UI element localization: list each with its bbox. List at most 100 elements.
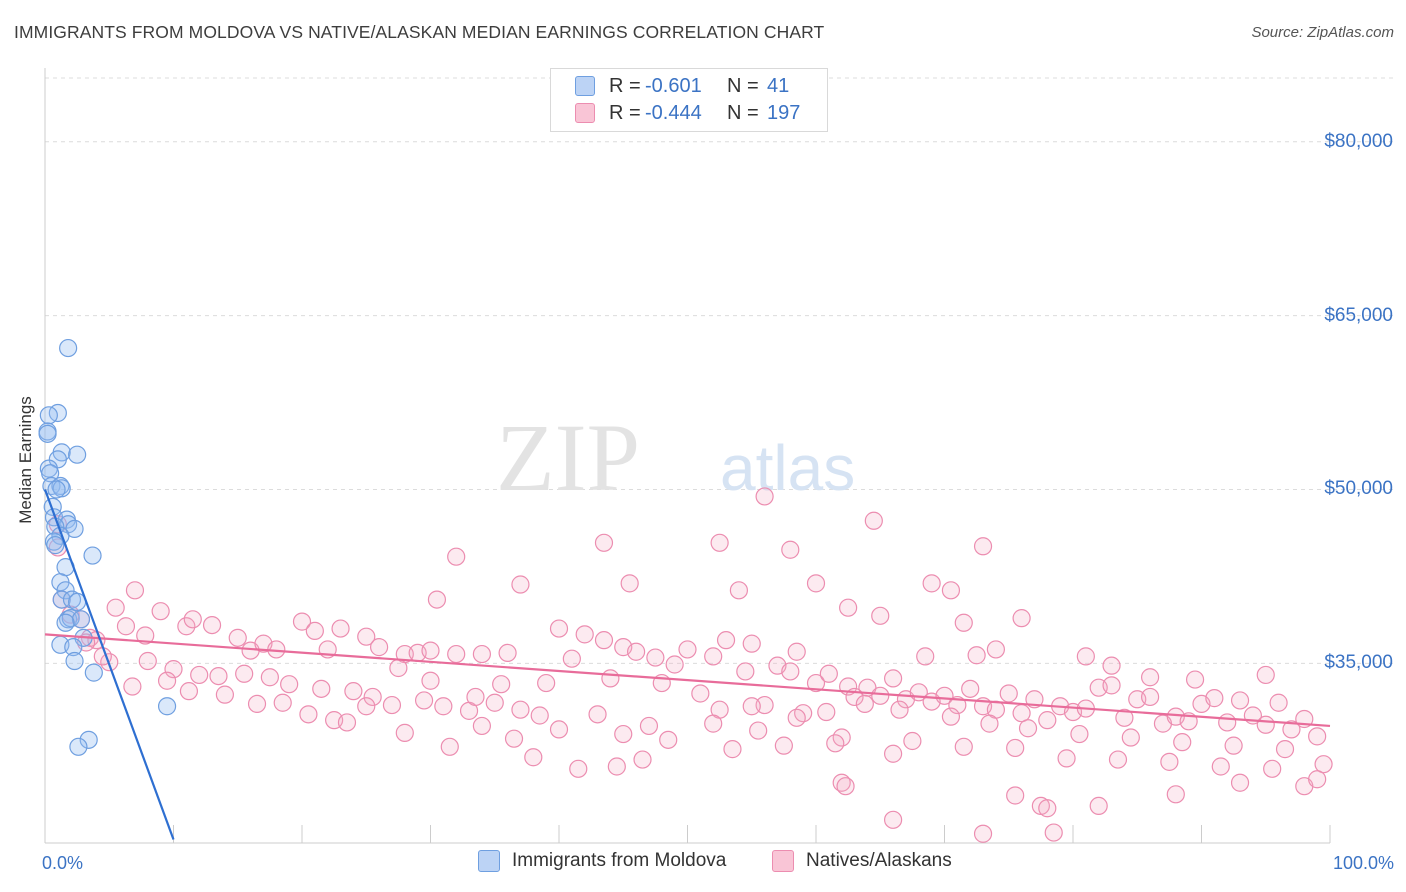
native-point — [742, 697, 761, 716]
native-point — [1044, 823, 1063, 842]
moldova-point — [56, 613, 75, 632]
native-point — [1140, 668, 1160, 687]
native-point — [819, 664, 838, 683]
legend-item-moldova[interactable]: Immigrants from Moldova — [478, 850, 726, 872]
native-point — [948, 695, 967, 715]
native-point — [382, 695, 402, 715]
native-point — [1012, 609, 1031, 628]
n-value: 197 — [767, 101, 801, 124]
native-point — [883, 744, 903, 763]
native-point — [177, 617, 196, 636]
native-point — [999, 684, 1018, 703]
native-point — [1115, 708, 1134, 727]
legend-label: Natives/Alaskans — [806, 850, 952, 871]
native-point — [504, 729, 524, 748]
y-tick-label: $65,000 — [1324, 304, 1393, 326]
native-point — [280, 675, 299, 694]
native-point — [594, 533, 614, 552]
native-point — [511, 575, 530, 594]
moldova-point — [46, 536, 65, 555]
native-point — [986, 640, 1006, 659]
native-point — [704, 647, 723, 666]
native-point — [421, 671, 440, 690]
native-point — [1018, 719, 1038, 738]
native-point — [941, 581, 961, 600]
moldova-point — [157, 697, 177, 716]
native-point — [954, 613, 973, 632]
native-point — [639, 716, 659, 736]
legend-row-natives: R = -0.444 N = 197 — [575, 100, 800, 126]
native-point — [742, 634, 761, 653]
watermark: ZIP atlas — [496, 404, 855, 511]
correlation-legend: R = -0.601 N = 41 R = -0.444 N = 197 — [550, 68, 828, 132]
native-point — [1038, 711, 1057, 730]
axes — [44, 68, 1331, 844]
moldova-points — [38, 338, 177, 756]
native-point — [1102, 656, 1121, 675]
native-point — [228, 628, 247, 647]
native-point — [440, 737, 459, 756]
native-point — [646, 648, 665, 667]
y-axis-label: Median Earnings — [16, 396, 35, 524]
y-tick-label: $80,000 — [1324, 130, 1393, 152]
moldova-point — [52, 590, 71, 609]
native-point — [1218, 713, 1237, 732]
native-point — [1006, 786, 1025, 805]
native-point — [755, 487, 774, 506]
grid-lines — [45, 77, 1394, 664]
native-point — [826, 734, 845, 753]
native-point — [389, 658, 408, 678]
native-point — [434, 697, 453, 716]
native-point — [836, 777, 855, 796]
r-value: -0.444 — [645, 101, 702, 124]
n-label: N = — [727, 101, 759, 124]
native-point — [164, 660, 183, 679]
native-point — [524, 748, 543, 767]
moldova-point — [68, 445, 87, 464]
native-point — [755, 695, 774, 715]
legend-item-natives[interactable]: Natives/Alaskans — [772, 850, 952, 872]
moldova-point — [83, 546, 102, 565]
native-point — [781, 662, 800, 681]
native-point — [883, 810, 903, 829]
source-credit: Source: ZipAtlas.com — [1251, 24, 1394, 41]
native-point — [916, 647, 935, 666]
native-point — [1211, 757, 1230, 776]
native-point — [190, 665, 209, 685]
native-point — [1006, 738, 1025, 758]
native-point — [903, 731, 922, 751]
native-point — [331, 619, 350, 638]
native-point — [729, 581, 749, 600]
native-point — [704, 714, 723, 733]
native-point — [935, 686, 954, 705]
native-point — [1224, 736, 1243, 755]
native-point — [1230, 773, 1250, 792]
native-point — [447, 644, 466, 664]
native-point — [1108, 750, 1128, 769]
r-value: -0.601 — [645, 74, 702, 97]
native-point — [1308, 770, 1327, 789]
native-point — [421, 641, 440, 660]
moldova-point — [64, 638, 83, 657]
native-point — [183, 610, 202, 629]
moldova-point — [59, 338, 78, 358]
native-point — [511, 700, 530, 719]
native-point — [116, 617, 136, 636]
native-point — [736, 662, 755, 681]
native-point — [973, 537, 993, 556]
moldova-point — [79, 730, 98, 749]
native-point — [202, 615, 222, 635]
native-point — [1166, 785, 1185, 804]
native-point — [922, 574, 941, 593]
native-point — [472, 716, 491, 736]
native-point — [871, 606, 890, 625]
native-point — [569, 759, 588, 778]
native-point — [427, 590, 447, 609]
native-point — [941, 707, 961, 726]
native-point — [633, 750, 652, 769]
native-point — [575, 625, 594, 644]
native-point — [138, 651, 157, 671]
native-point — [678, 640, 697, 659]
native-point — [292, 612, 312, 631]
